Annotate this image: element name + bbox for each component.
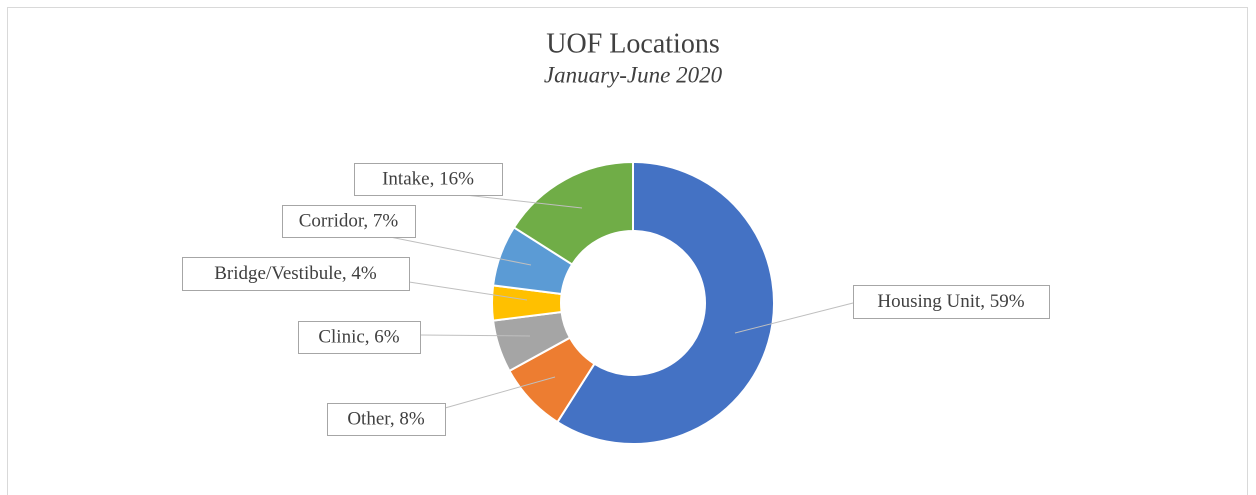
data-label: Clinic, 6% <box>318 326 399 347</box>
data-label: Intake, 16% <box>382 168 474 189</box>
label-box <box>354 163 503 196</box>
chart-title: UOF Locations <box>546 28 719 59</box>
label-box <box>298 321 421 354</box>
donut-slice <box>556 160 775 445</box>
leader-line <box>734 302 854 334</box>
data-label: Bridge/Vestibule, 4% <box>214 263 377 284</box>
label-box <box>853 285 1050 319</box>
data-label: Other, 8% <box>347 408 424 429</box>
leader-line <box>464 194 583 209</box>
leader-line <box>444 376 556 409</box>
donut-slice <box>512 160 634 266</box>
label-box <box>327 403 446 436</box>
leader-line <box>419 334 531 337</box>
leader-line <box>389 236 532 266</box>
leader-line <box>408 281 528 301</box>
label-box <box>182 257 410 291</box>
data-label: Housing Unit, 59% <box>877 291 1024 312</box>
label-box <box>282 205 416 238</box>
data-label: Corridor, 7% <box>299 210 399 231</box>
chart-subtitle: January-June 2020 <box>544 62 723 87</box>
